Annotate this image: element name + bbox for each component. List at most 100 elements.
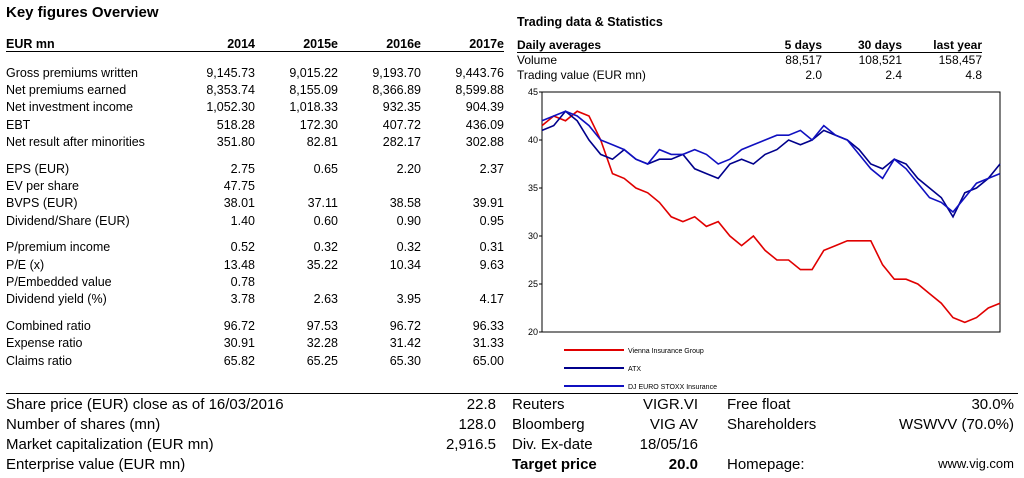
table-row: Dividend yield (%) 3.78 2.63 3.95 4.17 xyxy=(6,291,504,308)
row-label: Net result after minorities xyxy=(6,135,145,150)
cell-value: 8,366.89 xyxy=(372,83,421,98)
table-row: P/E (x) 13.48 35.22 10.34 9.63 xyxy=(6,256,504,273)
table-row: Gross premiums written 9,145.73 9,015.22 9,… xyxy=(6,64,504,81)
cell-value: 932.35 xyxy=(382,100,421,115)
row-label: Expense ratio xyxy=(6,336,83,351)
share-price-value: 22.8 xyxy=(466,396,496,413)
row-label: P/premium income xyxy=(6,240,111,255)
row-label: Gross premiums written xyxy=(6,65,138,80)
share-price-label: Share price (EUR) close as of 16/03/2016 xyxy=(6,396,284,413)
trading-header-cell: 30 days xyxy=(857,38,902,52)
cell-value: 158,457 xyxy=(938,53,982,68)
row-label: P/Embedded value xyxy=(6,274,112,289)
row-label: EBT xyxy=(6,117,31,132)
legend-label: ATX xyxy=(628,366,641,373)
legend-label: DJ EURO STOXX Insurance xyxy=(628,384,717,391)
row-label: Dividend yield (%) xyxy=(6,292,107,307)
cell-value: 8,353.74 xyxy=(206,83,255,98)
table-row: BVPS (EUR) 38.01 37.11 38.58 39.91 xyxy=(6,195,504,212)
mcap-value: 2,916.5 xyxy=(445,436,496,453)
cell-value: 1.40 xyxy=(230,213,255,228)
cell-value: 96.33 xyxy=(472,318,504,333)
cell-value: 0.31 xyxy=(479,240,504,255)
reuters-label: Reuters xyxy=(512,396,565,413)
cell-value: 82.81 xyxy=(306,135,338,150)
cell-value: 3.78 xyxy=(230,292,255,307)
table-row: P/Embedded value 0.78 xyxy=(6,273,504,290)
cell-value: 35.22 xyxy=(306,257,338,272)
trading-header-cell: Daily averages xyxy=(517,38,602,52)
cell-value: 13.48 xyxy=(223,257,255,272)
cell-value: 65.00 xyxy=(472,353,504,368)
y-tick-label: 20 xyxy=(528,327,538,337)
homepage-link[interactable]: www.vig.com xyxy=(938,456,1014,471)
cell-value: 47.75 xyxy=(223,179,255,194)
series-line-1 xyxy=(541,110,1001,219)
free-float-label: Free float xyxy=(727,396,791,413)
trading-header-cell: last year xyxy=(933,38,982,52)
shares-value: 128.0 xyxy=(458,416,496,433)
table-row: Volume 88,517 108,521 158,457 xyxy=(517,53,982,68)
table-row: Trading value (EUR mn) 2.0 2.4 4.8 xyxy=(517,68,982,83)
cell-value: 108,521 xyxy=(858,53,902,68)
cell-value: 31.33 xyxy=(472,336,504,351)
row-label: Combined ratio xyxy=(6,318,91,333)
kf-header-cell: 2016e xyxy=(386,37,421,51)
series-line-0 xyxy=(541,110,1001,324)
ev-label: Enterprise value (EUR mn) xyxy=(6,456,186,473)
cell-value: 31.42 xyxy=(389,336,421,351)
row-label: Net investment income xyxy=(6,100,134,115)
cell-value: 38.01 xyxy=(223,196,255,211)
cell-value: 518.28 xyxy=(216,117,255,132)
cell-value: 0.60 xyxy=(313,213,338,228)
mcap-label: Market capitalization (EUR mn) xyxy=(6,436,214,453)
cell-value: 9,193.70 xyxy=(372,65,421,80)
cell-value: 2.63 xyxy=(313,292,338,307)
cell-value: 96.72 xyxy=(389,318,421,333)
row-label: EV per share xyxy=(6,179,79,194)
row-label: EPS (EUR) xyxy=(6,161,70,176)
bloomberg-label: Bloomberg xyxy=(512,416,585,433)
table-row: Expense ratio 30.91 32.28 31.42 31.33 xyxy=(6,334,504,351)
kf-header: EUR mn 2014 2015e 2016e 2017e xyxy=(6,34,504,52)
cell-value: 3.95 xyxy=(396,292,421,307)
row-label: P/E (x) xyxy=(6,257,45,272)
cell-value: 65.82 xyxy=(223,353,255,368)
trading-title: Trading data & Statistics xyxy=(517,15,663,29)
cell-value: 2.0 xyxy=(805,67,822,82)
cell-value: 10.34 xyxy=(389,257,421,272)
row-label: BVPS (EUR) xyxy=(6,196,78,211)
cell-value: 0.95 xyxy=(479,213,504,228)
exdate-label: Div. Ex-date xyxy=(512,436,593,453)
cell-value: 0.90 xyxy=(396,213,421,228)
cell-value: 351.80 xyxy=(216,135,255,150)
cell-value: 436.09 xyxy=(465,117,504,132)
legend-label: Vienna Insurance Group xyxy=(628,348,704,355)
cell-value: 904.39 xyxy=(465,100,504,115)
cell-value: 96.72 xyxy=(223,318,255,333)
cell-value: 9,443.76 xyxy=(455,65,504,80)
cell-value: 302.88 xyxy=(465,135,504,150)
cell-value: 1,052.30 xyxy=(206,100,255,115)
bottom-info: Share price (EUR) close as of 16/03/2016… xyxy=(6,393,1018,476)
cell-value: 172.30 xyxy=(299,117,338,132)
exdate-value: 18/05/16 xyxy=(639,436,698,453)
table-row: Net premiums earned 8,353.74 8,155.09 8,366… xyxy=(6,81,504,98)
cell-value: 9.63 xyxy=(479,257,504,272)
cell-value: 65.30 xyxy=(389,353,421,368)
cell-value: 2.37 xyxy=(479,161,504,176)
cell-value: 282.17 xyxy=(382,135,421,150)
cell-value: 0.32 xyxy=(313,240,338,255)
y-tick-label: 40 xyxy=(528,135,538,145)
table-row: Combined ratio 96.72 97.53 96.72 96.33 xyxy=(6,317,504,334)
target-label: Target price xyxy=(512,456,597,473)
trading-table: Daily averages 5 days 30 days last year Volu… xyxy=(517,36,982,82)
cell-value: 2.20 xyxy=(396,161,421,176)
reuters-value: VIGR.VI xyxy=(642,396,698,413)
kf-header-cell: 2014 xyxy=(227,37,255,51)
table-row: EBT 518.28 172.30 407.72 436.09 xyxy=(6,116,504,133)
row-label: Volume xyxy=(517,53,558,68)
row-label: Claims ratio xyxy=(6,353,72,368)
trading-header: Daily averages 5 days 30 days last year xyxy=(517,36,982,53)
row-label: Dividend/Share (EUR) xyxy=(6,213,130,228)
